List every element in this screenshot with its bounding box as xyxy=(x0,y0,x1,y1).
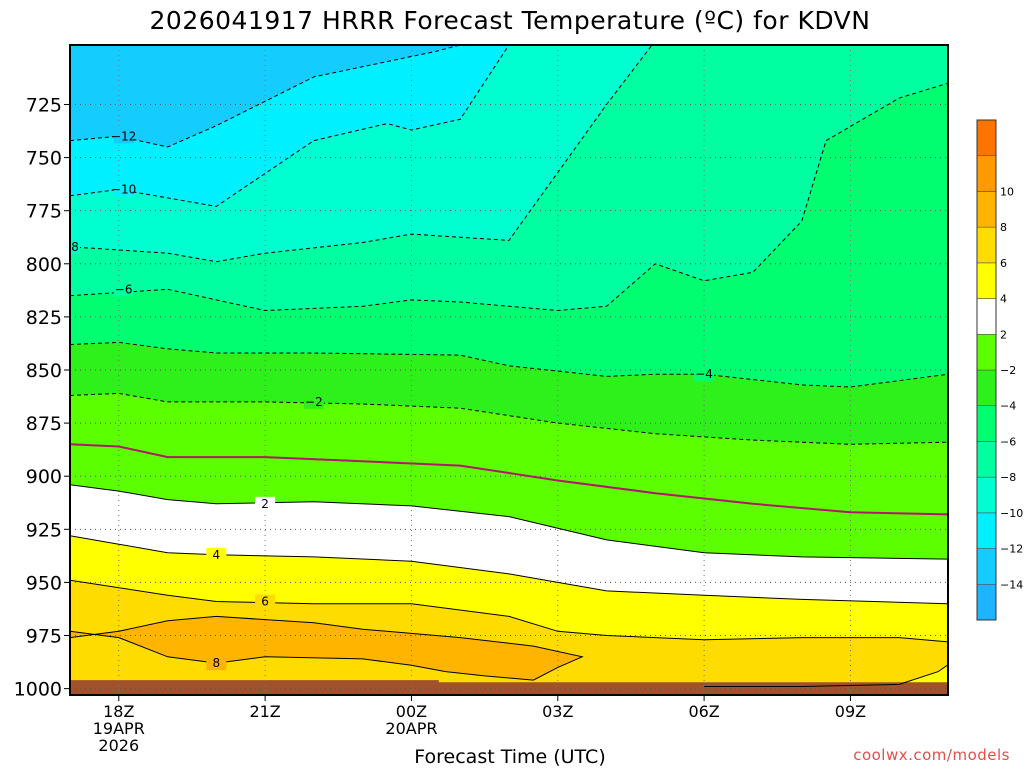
isotherm-8 xyxy=(70,615,584,681)
isotherm-6 xyxy=(70,579,948,687)
colorbar-label--12: −12 xyxy=(1000,543,1023,556)
credit-text: coolwx.com/models xyxy=(853,746,1010,764)
contour-label-bg--4 xyxy=(694,367,715,382)
y-tick-label-950: 950 xyxy=(26,572,62,594)
isotherm-2 xyxy=(70,484,948,560)
colorbar-segment-9 xyxy=(976,262,997,299)
contour-label-bg-2 xyxy=(255,496,276,511)
isotherm--4 xyxy=(70,341,948,388)
colorbar-segment-12 xyxy=(976,155,997,192)
x-tick-label-2026: 2026 xyxy=(98,736,139,755)
y-tick-label-925: 925 xyxy=(26,519,62,541)
ground-ridge xyxy=(70,680,439,685)
ground-fill xyxy=(70,682,948,695)
colorbar-segment-0 xyxy=(976,583,997,621)
colorbar-label-6: 6 xyxy=(1000,257,1007,270)
colorbar-frame xyxy=(976,119,997,621)
x-tick-label-00Z: 00Z xyxy=(396,702,427,721)
colorbar-segment-4 xyxy=(976,441,997,478)
colorbar-segment-8 xyxy=(976,298,997,335)
y-tick-label-975: 975 xyxy=(26,626,62,648)
colorbar-label-10: 10 xyxy=(1000,185,1014,198)
contour-label-bg-4 xyxy=(206,547,227,562)
temperature-fills xyxy=(70,45,948,695)
colorbar-segment-3 xyxy=(976,476,997,514)
isotherm-4 xyxy=(70,535,948,605)
isotherm-lines xyxy=(70,45,948,687)
y-tick-label-1000: 1000 xyxy=(14,679,62,701)
y-tick-label-750: 750 xyxy=(26,148,62,170)
ground-layer xyxy=(70,680,948,695)
x-tick-label-18Z: 18Z xyxy=(103,702,134,721)
colorbar-segment-11 xyxy=(976,191,997,228)
y-tick-label-875: 875 xyxy=(26,413,62,435)
colorbar-segment-10 xyxy=(976,226,997,264)
contour-label-4: 4 xyxy=(213,548,221,562)
isotherm--10 xyxy=(70,45,510,207)
contour-labels: −12 −10 −8 −6 −4 −2 2 4 6 8 xyxy=(61,129,715,671)
colorbar-legend: −14 −12 −10 −8 −6 −4 −2 2 4 6 8 10 xyxy=(976,119,1023,621)
colorbar-segment-2 xyxy=(976,512,997,549)
contour-label--4: −4 xyxy=(695,367,713,381)
colorbar-label--8: −8 xyxy=(1000,471,1016,484)
chart-title: 2026041917 HRRR Forecast Temperature (ºC… xyxy=(150,6,871,35)
contour-label--6: −6 xyxy=(115,282,133,296)
x-tick-label-06Z: 06Z xyxy=(688,702,719,721)
contour-label--12: −12 xyxy=(111,129,136,143)
isotherm-0-freezing-line xyxy=(70,443,948,516)
y-tick-label-850: 850 xyxy=(26,360,62,382)
contour-label-bg--10 xyxy=(113,182,134,197)
colorbar-label--4: −4 xyxy=(1000,400,1016,413)
x-tick-label-21Z: 21Z xyxy=(249,702,280,721)
colorbar-label--14: −14 xyxy=(1000,578,1023,591)
colorbar-segment-13 xyxy=(976,119,997,157)
contour-label-6: 6 xyxy=(261,595,269,609)
colorbar-segment-5 xyxy=(976,405,997,442)
contour-label-bg--6 xyxy=(113,282,134,297)
colorbar-segment-1 xyxy=(976,548,997,585)
y-tick-label-825: 825 xyxy=(26,307,62,329)
y-tick-label-725: 725 xyxy=(26,94,62,116)
x-tick-label-03Z: 03Z xyxy=(542,702,573,721)
fill-band-above-6 xyxy=(70,580,948,695)
contour-label-bg--12 xyxy=(113,129,134,144)
x-tick-label-20APR: 20APR xyxy=(385,719,437,738)
colorbar-segment-6 xyxy=(976,369,997,407)
colorbar-label--2: −2 xyxy=(1000,364,1016,377)
colorbar-label-2: 2 xyxy=(1000,328,1007,341)
isotherm--8 xyxy=(70,45,705,263)
contour-label-bg--2 xyxy=(303,394,324,409)
x-tick-label-09Z: 09Z xyxy=(835,702,866,721)
contour-label-bg--8 xyxy=(70,239,80,254)
colorbar-label--10: −10 xyxy=(1000,507,1023,520)
contour-label-8: 8 xyxy=(213,656,221,670)
y-tick-label-900: 900 xyxy=(26,466,62,488)
contour-label-bg-6 xyxy=(255,594,276,609)
plot-area: −12 −10 −8 −6 −4 −2 2 4 6 8 xyxy=(61,45,948,695)
contour-label--8: −8 xyxy=(61,240,79,254)
colorbar-label-8: 8 xyxy=(1000,221,1007,234)
contour-label-2: 2 xyxy=(261,497,269,511)
colorbar-segment-7 xyxy=(976,333,997,371)
colorbar-label-4: 4 xyxy=(1000,293,1007,306)
fill-band-above-8 xyxy=(70,616,583,681)
contour-label-bg-8 xyxy=(206,656,227,671)
x-axis-label: Forecast Time (UTC) xyxy=(414,746,605,768)
y-axis: 725 750 775 800 825 850 875 900 925 950 975 1000 xyxy=(14,94,70,701)
contour-label--2: −2 xyxy=(305,395,323,409)
isotherm--12 xyxy=(70,45,461,148)
contour-label--10: −10 xyxy=(111,182,136,196)
colorbar-label--6: −6 xyxy=(1000,435,1016,448)
x-tick-label-19APR: 19APR xyxy=(93,719,145,738)
isotherm--6 xyxy=(70,82,948,312)
y-tick-label-775: 775 xyxy=(26,201,62,223)
y-tick-label-800: 800 xyxy=(26,254,62,276)
